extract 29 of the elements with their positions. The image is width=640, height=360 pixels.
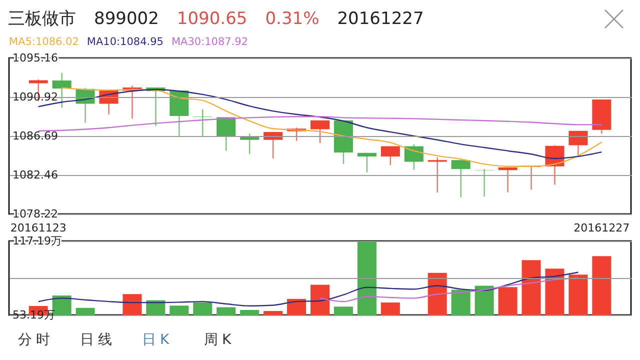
text: MA30:1087.92 <box>171 36 248 48</box>
y-tick-label: 1082.46 <box>12 168 58 182</box>
text: 899002 <box>94 9 159 29</box>
candlestick <box>428 156 447 194</box>
line-series <box>319 277 579 302</box>
candlestick <box>216 116 236 152</box>
candlestick <box>498 166 518 193</box>
candlestick <box>240 133 260 155</box>
text: 周K <box>204 331 236 349</box>
candlestick <box>404 144 424 170</box>
text: 分时 <box>18 331 55 349</box>
text: MA5:1086.02 <box>9 36 79 48</box>
text: 1090.65 <box>176 9 248 29</box>
candlestick <box>357 152 376 173</box>
candlestick <box>474 168 494 198</box>
line-series <box>38 272 579 307</box>
candlestick <box>310 120 330 144</box>
chart-title: 三板做市 <box>8 9 76 29</box>
candlestick <box>380 146 400 166</box>
text: 20161227 <box>337 9 424 29</box>
text: MA10:1084.95 <box>86 36 164 48</box>
y-tick-label: 1086.69 <box>12 130 58 142</box>
text: 日线 <box>80 331 117 349</box>
x-tick-label: 20161123 <box>10 222 66 234</box>
candlestick <box>193 108 212 137</box>
text: 日K <box>142 331 174 349</box>
y-tick-label: 1090.92 <box>12 90 58 104</box>
text: 0.31% <box>265 9 320 29</box>
candlestick <box>451 160 470 198</box>
